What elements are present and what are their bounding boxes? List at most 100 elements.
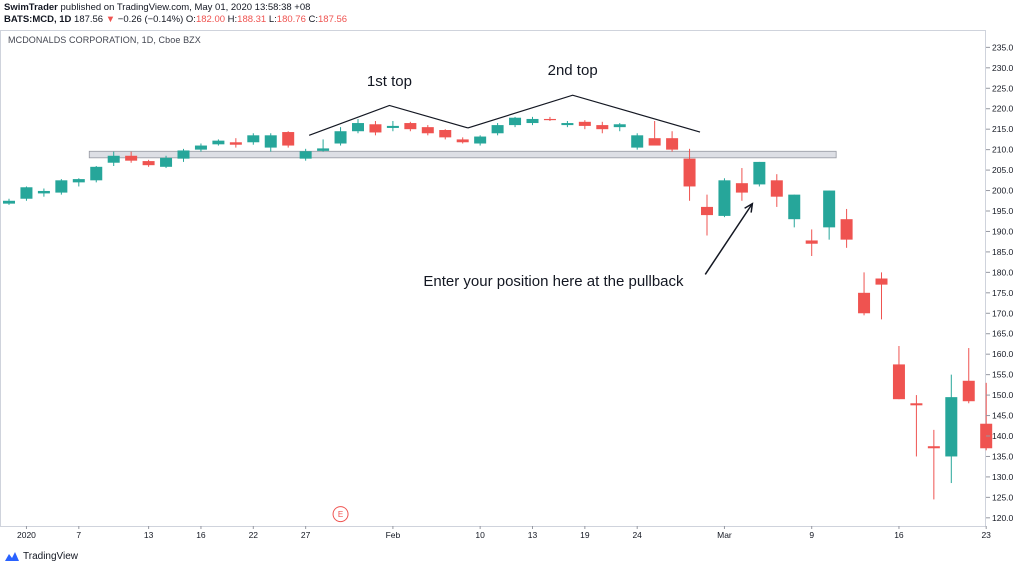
candle-body[interactable] bbox=[55, 180, 68, 193]
y-tick-label: 200.0 bbox=[992, 186, 1014, 196]
y-tick-label: 130.0 bbox=[992, 472, 1014, 482]
candle-body[interactable] bbox=[840, 219, 853, 240]
y-tick-label: 230.0 bbox=[992, 63, 1014, 73]
candle-body[interactable] bbox=[37, 190, 50, 194]
y-tick-label: 155.0 bbox=[992, 370, 1014, 380]
candle-body[interactable] bbox=[3, 200, 15, 204]
candle-body[interactable] bbox=[264, 135, 277, 148]
candle-body[interactable] bbox=[421, 127, 434, 134]
y-tick-label: 145.0 bbox=[992, 411, 1014, 421]
candle-body[interactable] bbox=[142, 161, 155, 166]
candle-body[interactable] bbox=[509, 117, 522, 126]
x-tick-label: Feb bbox=[386, 530, 401, 540]
entry-annotation: Enter your position here at the pullback bbox=[423, 273, 684, 290]
candle-body[interactable] bbox=[613, 124, 626, 128]
candle-body[interactable] bbox=[456, 139, 469, 143]
candle-body[interactable] bbox=[805, 240, 818, 244]
candle-body[interactable] bbox=[229, 142, 242, 145]
footer: TradingView bbox=[4, 548, 78, 564]
candle-body[interactable] bbox=[125, 155, 138, 161]
candle-body[interactable] bbox=[910, 403, 923, 406]
candle-body[interactable] bbox=[317, 148, 330, 151]
chart-frame[interactable] bbox=[0, 30, 986, 527]
x-tick-label: 24 bbox=[632, 530, 642, 540]
candle-body[interactable] bbox=[648, 138, 661, 146]
candle-body[interactable] bbox=[561, 123, 574, 126]
candle-body[interactable] bbox=[753, 161, 766, 185]
candle-body[interactable] bbox=[526, 118, 539, 124]
y-tick-label: 205.0 bbox=[992, 165, 1014, 175]
candle-body[interactable] bbox=[439, 130, 452, 138]
earnings-marker-label: E bbox=[338, 510, 343, 519]
candle-body[interactable] bbox=[788, 194, 801, 220]
footer-brand[interactable]: TradingView bbox=[23, 550, 79, 562]
x-tick-label: 13 bbox=[528, 530, 538, 540]
candle-body[interactable] bbox=[596, 125, 609, 130]
candle-body[interactable] bbox=[404, 123, 417, 130]
candle-body[interactable] bbox=[194, 145, 207, 150]
candle-body[interactable] bbox=[718, 180, 731, 216]
y-tick-label: 210.0 bbox=[992, 145, 1014, 155]
publisher-name[interactable]: SwimTrader bbox=[4, 2, 58, 13]
candle-body[interactable] bbox=[735, 183, 748, 193]
candle-body[interactable] bbox=[474, 136, 487, 144]
candle-body[interactable] bbox=[299, 151, 312, 159]
candle-body[interactable] bbox=[160, 157, 173, 167]
candle-body[interactable] bbox=[352, 123, 364, 132]
candle-body[interactable] bbox=[927, 446, 940, 449]
candle-body[interactable] bbox=[72, 179, 85, 183]
x-tick-label: 9 bbox=[809, 530, 814, 540]
low-label: L: bbox=[268, 14, 277, 25]
entry-arrow-head-icon bbox=[744, 202, 754, 213]
candle-body[interactable] bbox=[491, 125, 504, 134]
y-tick-label: 160.0 bbox=[992, 349, 1014, 359]
support-zone[interactable] bbox=[88, 150, 837, 159]
y-tick-label: 180.0 bbox=[992, 267, 1014, 277]
candle-body[interactable] bbox=[892, 364, 905, 400]
change-value: −0.26 (−0.14%) bbox=[117, 14, 184, 25]
candle-body[interactable] bbox=[770, 180, 783, 197]
candle-body[interactable] bbox=[823, 190, 836, 228]
candle-body[interactable] bbox=[858, 292, 871, 314]
candle-body[interactable] bbox=[177, 150, 190, 159]
y-tick-label: 185.0 bbox=[992, 247, 1014, 257]
y-tick-label: 170.0 bbox=[992, 308, 1014, 318]
candle-body[interactable] bbox=[683, 158, 696, 187]
candle-body[interactable] bbox=[369, 124, 382, 133]
candle-body[interactable] bbox=[20, 187, 33, 199]
candle-body[interactable] bbox=[945, 397, 958, 457]
earnings-marker-icon[interactable] bbox=[332, 506, 349, 523]
tradingview-logo-icon[interactable] bbox=[4, 550, 20, 562]
candle-body[interactable] bbox=[212, 140, 225, 145]
y-tick-label: 150.0 bbox=[992, 390, 1014, 400]
quote-line: BATS:MCD, 1D 187.56 ▼ −0.26 (−0.14%) O:1… bbox=[4, 14, 347, 25]
y-tick-label: 140.0 bbox=[992, 431, 1014, 441]
candle-body[interactable] bbox=[386, 125, 399, 128]
candle-body[interactable] bbox=[543, 118, 556, 121]
x-tick-label: 16 bbox=[894, 530, 904, 540]
candle-body[interactable] bbox=[334, 131, 347, 144]
high-label: H: bbox=[227, 14, 238, 25]
candle-body[interactable] bbox=[247, 135, 260, 143]
y-tick-label: 225.0 bbox=[992, 83, 1014, 93]
entry-arrow bbox=[704, 203, 753, 275]
x-tick-label: 2020 bbox=[17, 530, 36, 540]
candle-body[interactable] bbox=[666, 138, 679, 150]
y-tick-label: 120.0 bbox=[992, 513, 1014, 523]
change-down-icon: ▼ bbox=[105, 14, 116, 25]
candle-body[interactable] bbox=[962, 380, 975, 402]
y-tick-label: 215.0 bbox=[992, 124, 1014, 134]
candle-body[interactable] bbox=[875, 278, 888, 285]
low-value: 180.76 bbox=[276, 14, 306, 25]
candle-body[interactable] bbox=[701, 206, 713, 216]
y-tick-label: 165.0 bbox=[992, 329, 1014, 339]
x-tick-label: 13 bbox=[144, 530, 154, 540]
candle-body[interactable] bbox=[90, 166, 103, 181]
candle-body[interactable] bbox=[282, 132, 295, 146]
candle-body[interactable] bbox=[107, 155, 120, 163]
x-tick-label: 22 bbox=[249, 530, 259, 540]
candle-body[interactable] bbox=[578, 121, 591, 126]
y-tick-label: 235.0 bbox=[992, 42, 1014, 52]
candle-body[interactable] bbox=[631, 135, 644, 148]
